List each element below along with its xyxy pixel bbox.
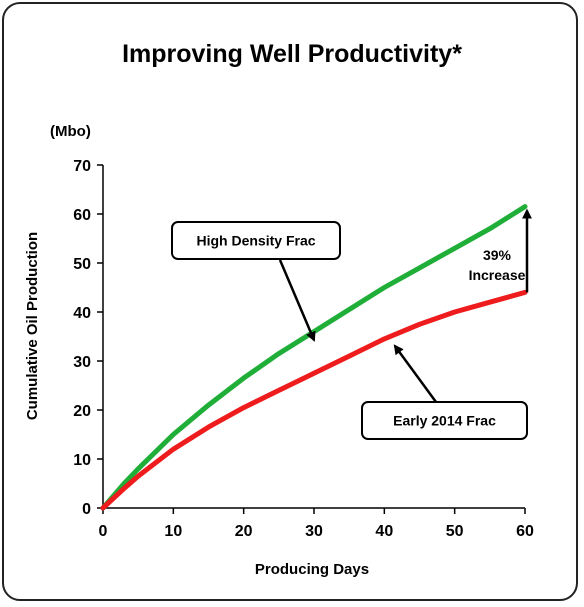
y-tick-label: 50 <box>73 256 91 273</box>
early-2014-callout-box <box>361 401 528 440</box>
y-tick-label: 10 <box>73 452 91 469</box>
early-2014-callout-text: Early 2014 Frac <box>393 413 496 429</box>
x-axis-label: Producing Days <box>255 561 369 578</box>
y-tick-label: 40 <box>73 305 91 322</box>
early-2014-callout-arrow <box>393 344 438 403</box>
increase-label: 39% <box>483 247 512 263</box>
y-tick-label: 30 <box>73 354 91 371</box>
x-tick-label: 60 <box>516 523 534 540</box>
x-tick-label: 50 <box>446 523 464 540</box>
increase-label: Increase <box>469 267 526 283</box>
y-tick-label: 20 <box>73 403 91 420</box>
high-density-callout-box <box>171 221 341 260</box>
y-axis-label: Cumulative Oil Production <box>24 232 41 420</box>
x-tick-label: 10 <box>164 523 182 540</box>
high-density-frac-line <box>100 204 528 511</box>
chart-title: Improving Well Productivity* <box>122 40 462 68</box>
y-tick-label: 60 <box>73 207 91 224</box>
early-2014-frac-line <box>100 289 528 511</box>
x-tick-label: 30 <box>305 523 323 540</box>
x-tick-label: 20 <box>235 523 253 540</box>
y-tick-label: 70 <box>73 158 91 175</box>
x-tick-label: 0 <box>99 523 108 540</box>
y-unit-label: (Mbo) <box>50 123 91 140</box>
y-tick-label: 0 <box>82 501 91 518</box>
high-density-callout-text: High Density Frac <box>196 233 315 249</box>
chart-frame <box>2 2 578 601</box>
x-tick-label: 40 <box>375 523 393 540</box>
annotations: 39% Increase High Density Frac Early 2014 F… <box>171 208 532 440</box>
series-lines <box>100 204 528 511</box>
axes: 0 10 20 30 40 50 60 70 0 10 20 30 40 50 60 <box>73 158 534 540</box>
high-density-callout-arrow <box>278 259 316 342</box>
